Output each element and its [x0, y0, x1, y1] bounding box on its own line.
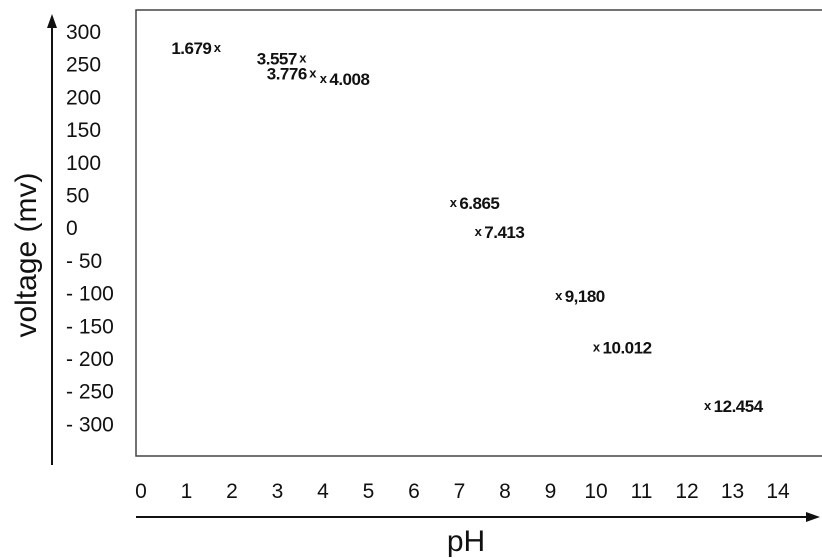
x-tick-label: 3 — [272, 480, 284, 503]
y-tick-label: - 150 — [66, 315, 114, 338]
x-tick-label: 10 — [584, 480, 607, 503]
data-point-marker: x — [475, 224, 483, 239]
y-tick-label: 150 — [66, 119, 101, 142]
data-point-marker: x — [320, 71, 328, 86]
data-point-label: 3.776 — [267, 64, 307, 83]
data-point-label: 9,180 — [565, 287, 605, 306]
x-tick-label: 8 — [499, 480, 511, 503]
x-tick-label: 4 — [317, 480, 329, 503]
y-tick-label: 50 — [66, 185, 89, 208]
data-point-marker: x — [214, 40, 222, 55]
x-tick-label: 14 — [766, 480, 790, 503]
x-tick-label: 1 — [181, 480, 193, 503]
data-point-marker: x — [704, 398, 712, 413]
y-tick-label: 300 — [66, 21, 101, 44]
y-axis-title: voltage (mv) — [10, 172, 43, 337]
x-tick-label: 2 — [226, 480, 238, 503]
x-tick-label: 7 — [454, 480, 466, 503]
data-point-marker: x — [555, 288, 563, 303]
x-axis-arrow — [136, 512, 820, 522]
y-tick-labels: 300 250 200 150 100 50 0 - 50 - 100 - 150 - 200 - 2… — [66, 21, 114, 436]
data-point-marker: x — [450, 195, 458, 210]
y-tick-label: - 200 — [66, 348, 114, 371]
x-tick-labels: 0 1 2 3 4 5 6 7 8 9 10 11 12 13 14 — [135, 480, 790, 503]
data-point-marker: x — [593, 339, 601, 354]
y-tick-label: - 50 — [66, 250, 102, 273]
y-tick-label: 0 — [66, 217, 78, 240]
x-tick-label: 6 — [408, 480, 420, 503]
y-axis-arrow — [47, 14, 57, 465]
y-tick-label: - 300 — [66, 413, 114, 436]
y-tick-label: 250 — [66, 54, 101, 77]
data-point-label: 3.557 — [257, 49, 297, 68]
x-tick-label: 5 — [363, 480, 375, 503]
x-tick-label: 0 — [135, 480, 147, 503]
plot-frame — [135, 9, 822, 457]
y-tick-label: 100 — [66, 152, 101, 175]
data-point-label: 4.008 — [329, 70, 369, 89]
x-tick-label: 9 — [545, 480, 557, 503]
data-point-label: 6.865 — [459, 194, 499, 213]
y-tick-label: 200 — [66, 86, 101, 109]
data-point-label: 12.454 — [714, 397, 764, 416]
y-tick-label: - 100 — [66, 283, 114, 306]
y-tick-label: - 250 — [66, 381, 114, 404]
data-point-label: 1.679 — [171, 39, 211, 58]
data-point-marker: x — [299, 50, 307, 65]
data-point-label: 7.413 — [484, 223, 524, 242]
x-axis-title: pH — [447, 525, 485, 558]
data-point-marker: x — [309, 65, 317, 80]
x-tick-label: 11 — [631, 480, 653, 503]
x-tick-label: 13 — [721, 480, 744, 503]
x-tick-label: 12 — [675, 480, 698, 503]
data-point-label: 10.012 — [603, 338, 652, 357]
